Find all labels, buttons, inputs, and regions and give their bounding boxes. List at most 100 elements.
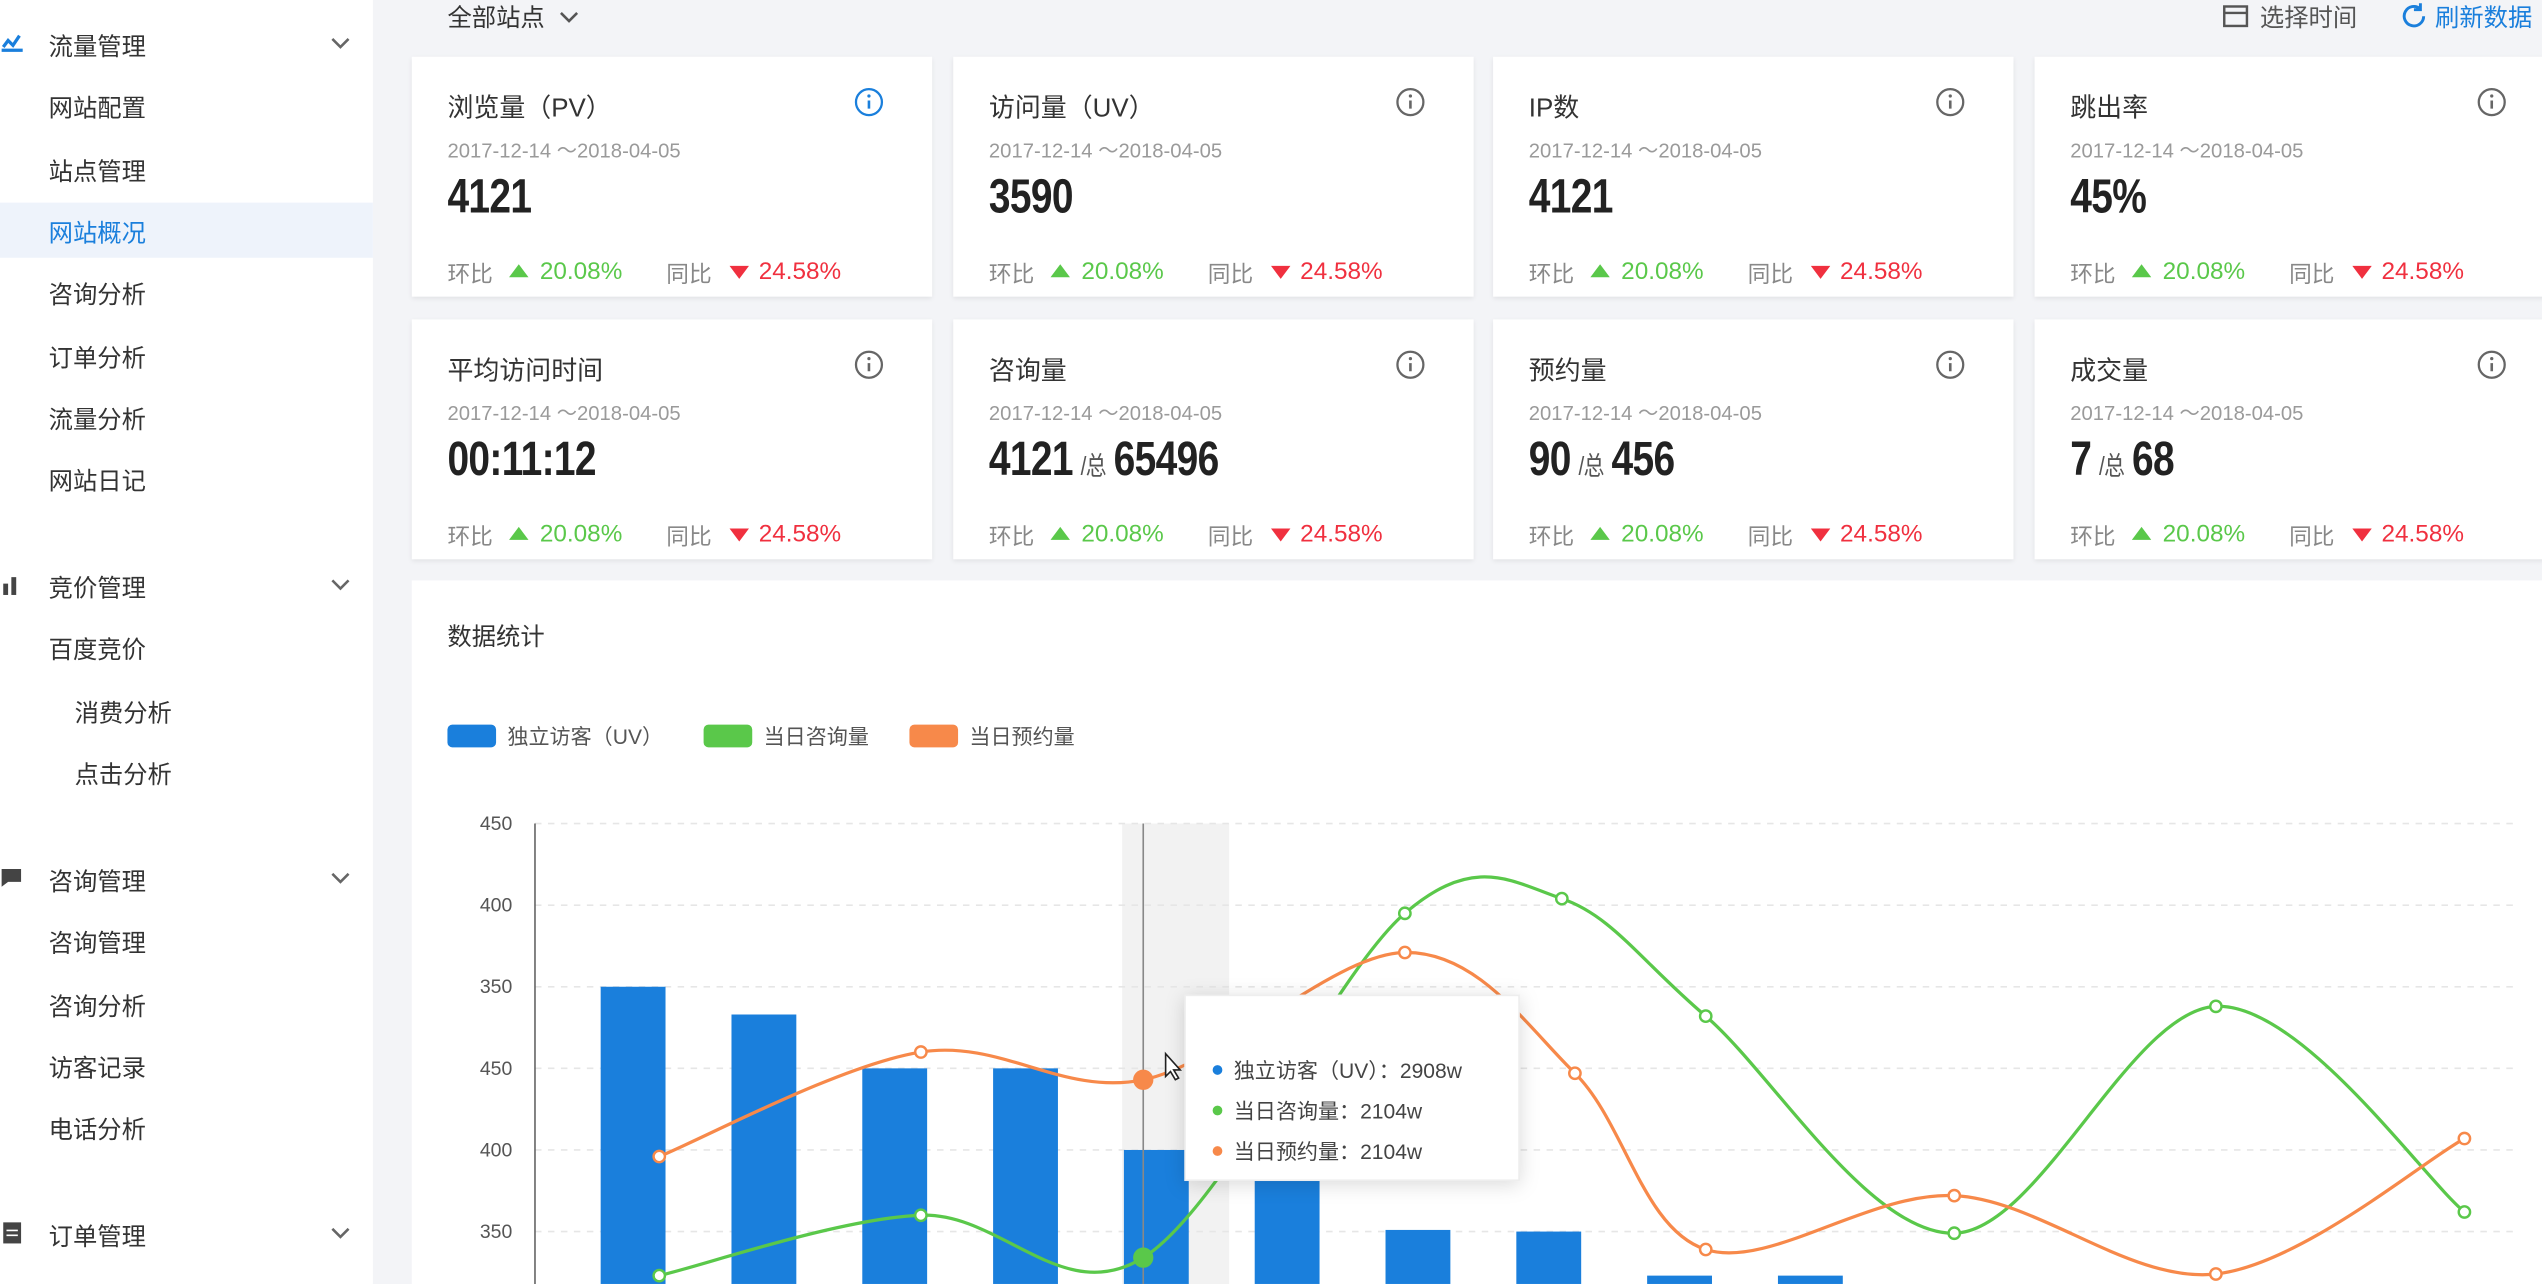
cursor [1164, 1051, 1183, 1081]
menu-group[interactable]: 竞价管理 [48, 575, 146, 604]
tooltip-text: 当日预约量：2104w [1234, 1140, 1423, 1164]
point [1397, 906, 1412, 921]
card-value: 90/总 456 [1529, 433, 1675, 488]
bar [993, 1068, 1058, 1284]
info-icon[interactable] [854, 350, 886, 382]
legend-swatch [909, 724, 959, 748]
menu-item[interactable]: 咨询管理 [48, 931, 146, 959]
line [658, 950, 2466, 1277]
menu-item[interactable]: 百度竞价 [48, 637, 146, 666]
hb-value: 20.08% [1081, 520, 1164, 548]
sidebar: 流量管理 网站配置 站点管理 网站概况 咨询分析 订单分析 流量分析 网站日记 竞价管理 百度竞价… [0, 0, 373, 1284]
menu-group[interactable]: 订单管理 [48, 1224, 146, 1252]
bar [1647, 1275, 1712, 1284]
menu-group[interactable]: 流量管理 [48, 34, 146, 62]
tb-value: 24.58% [758, 520, 842, 548]
stat-card: 预约量 2017-12-14 ～2018-04-05 90/总 456 环比 20.08%… [1493, 319, 2014, 560]
value: 00:11:12 [447, 432, 596, 487]
info-icon[interactable] [854, 88, 886, 120]
menu-item[interactable]: 流量分析 [48, 406, 146, 435]
stat-card: 平均访问时间 2017-12-14 ～2018-04-05 00:11:12 环比 20… [411, 319, 933, 560]
up-arrow [509, 526, 529, 540]
down-arrow [1270, 265, 1291, 279]
total: 65496 [1113, 432, 1220, 487]
card-title: IP数 [1528, 95, 1580, 124]
menu-item[interactable]: 网站概况 [48, 220, 146, 248]
menu-item[interactable]: 电话分析 [48, 1117, 146, 1145]
menu-item[interactable]: 点击分析 [74, 761, 172, 790]
tb-label: 同比 [2289, 261, 2335, 287]
tb-value: 24.58% [758, 257, 842, 286]
down-arrow [1810, 265, 1831, 279]
stat-card: 咨询量 2017-12-14 ～2018-04-05 4121/总 65496 环比 20… [953, 319, 1474, 560]
info-icon[interactable] [2477, 350, 2509, 382]
menu-item[interactable]: 订单分析 [48, 344, 146, 373]
tb-label: 同比 [1747, 523, 1794, 550]
y-tick-label: 350 [480, 976, 513, 998]
refresh[interactable]: 刷新数据 [2399, 0, 2532, 34]
info-icon[interactable] [1396, 88, 1428, 120]
hb-label: 环比 [1528, 523, 1575, 550]
card-title: 跳出率 [2070, 95, 2149, 124]
hb-label: 环比 [2070, 261, 2116, 287]
down-arrow [2352, 528, 2372, 542]
hb-value: 20.08% [539, 257, 623, 286]
info-icon[interactable] [1396, 350, 1428, 382]
menu-item[interactable]: 消费分析 [74, 699, 172, 728]
up-arrow [1050, 526, 1070, 540]
stat-card: IP数 2017-12-14 ～2018-04-05 4121 环比 20.08% 同比 2… [1493, 56, 2014, 297]
info-icon[interactable] [1936, 350, 1968, 382]
hb-label: 环比 [447, 523, 493, 550]
chevron [331, 1228, 350, 1240]
point [2208, 999, 2223, 1014]
point [652, 1149, 667, 1164]
menu-item[interactable]: 站点管理 [48, 158, 146, 186]
menu-icon [3, 1222, 22, 1244]
hb-label: 环比 [988, 523, 1035, 550]
card-value: 4121 [447, 170, 532, 225]
info-icon[interactable] [2477, 88, 2509, 120]
pick-time[interactable]: 选择时间 [2221, 0, 2357, 34]
card-value: 00:11:12 [447, 432, 596, 488]
calendar-icon [2223, 5, 2249, 28]
card-title: 访问量（UV） [988, 95, 1155, 124]
menu-item[interactable]: 咨询分析 [48, 993, 146, 1021]
tooltip-text: 当日咨询量：2104w [1234, 1100, 1423, 1124]
chart-title: 数据统计 [447, 624, 544, 651]
total: 68 [2132, 432, 2175, 487]
bar [862, 1068, 928, 1284]
y-tick-label: 400 [480, 895, 513, 917]
site-select[interactable]: 全部站点 [447, 0, 580, 34]
value: 4121 [1528, 170, 1614, 224]
menu-item[interactable]: 网站配置 [48, 96, 146, 124]
hb-value: 20.08% [539, 520, 623, 548]
menu-item[interactable]: 网站日记 [48, 468, 146, 497]
card-title: 浏览量（PV） [447, 95, 612, 124]
refresh-icon [2402, 3, 2426, 28]
chevron [331, 579, 350, 591]
point [2457, 1205, 2472, 1219]
menu-item[interactable]: 咨询分析 [48, 282, 146, 310]
info-icon[interactable] [1936, 88, 1968, 120]
card-title: 成交量 [2070, 358, 2149, 386]
legend-label: 当日预约量 [969, 725, 1074, 749]
tooltip-dot [1212, 1065, 1223, 1075]
unit: /总 [2099, 453, 2125, 482]
tb-label: 同比 [2289, 523, 2335, 550]
menu-icon [3, 577, 17, 596]
point [1397, 945, 1412, 960]
tooltip-text: 独立访客（UV）：2908w [1234, 1059, 1463, 1083]
tb-label: 同比 [666, 523, 712, 550]
down-arrow [729, 528, 749, 542]
menu-item[interactable]: 访客记录 [48, 1055, 146, 1083]
total: 456 [1611, 432, 1676, 487]
card-date: 2017-12-14 ～2018-04-05 [1528, 402, 1762, 425]
point [1554, 891, 1569, 906]
point [1947, 1226, 1962, 1241]
site-label: 全部站点 [447, 4, 545, 33]
menu-group[interactable]: 咨询管理 [48, 868, 146, 897]
card-value: 3590 [989, 170, 1074, 225]
value: 4121 [447, 170, 532, 224]
chevron [331, 872, 350, 884]
